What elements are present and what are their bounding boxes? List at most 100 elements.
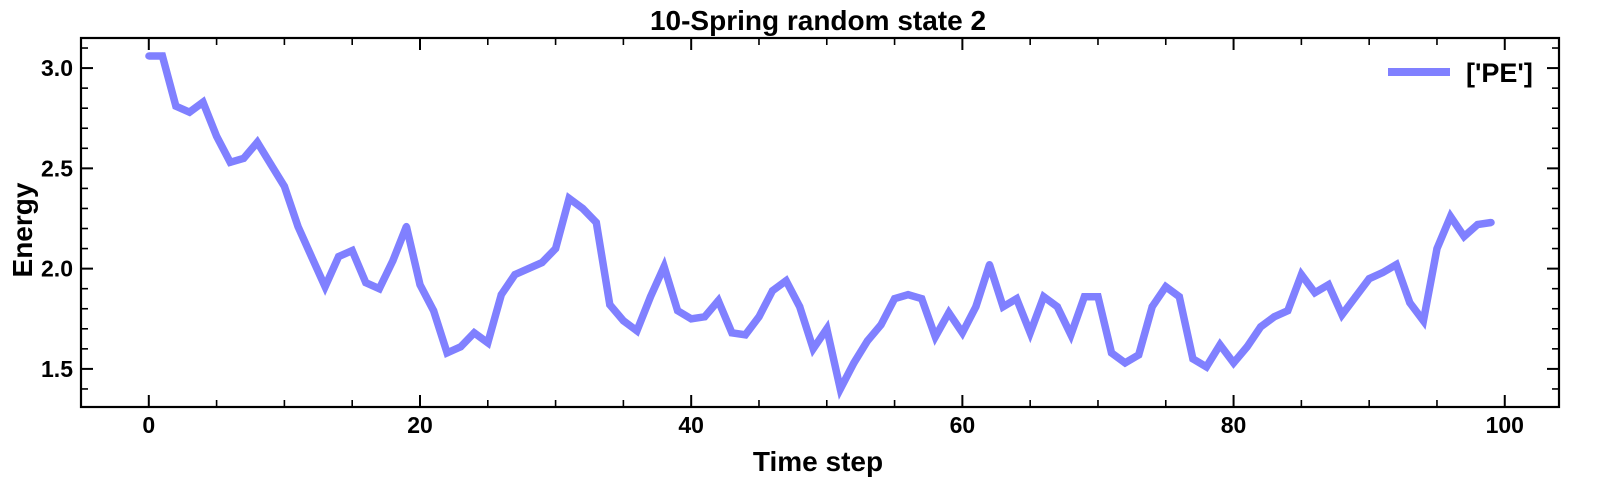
data-point [1487, 218, 1495, 227]
data-point [267, 160, 275, 168]
data-point [443, 349, 451, 357]
data-point [945, 309, 953, 317]
data-point [321, 283, 329, 291]
data-point [402, 222, 410, 231]
y-axis-label: Energy [7, 182, 38, 277]
data-point [633, 327, 641, 335]
data-point [877, 321, 885, 329]
data-point [1311, 289, 1319, 297]
data-point [958, 329, 967, 337]
data-point [701, 313, 709, 321]
data-point [741, 331, 750, 339]
data-point [457, 343, 465, 351]
data-point [850, 359, 858, 367]
data-point [1243, 343, 1251, 351]
data-point [1067, 331, 1075, 339]
x-axis-label: Time step [753, 446, 883, 477]
x-tick-label: 0 [142, 412, 155, 438]
data-point [1013, 295, 1021, 303]
x-tick-label: 20 [407, 412, 433, 438]
data-point [158, 52, 166, 60]
data-point [1270, 313, 1278, 321]
data-point [1121, 359, 1129, 367]
data-point [1189, 355, 1197, 363]
data-point [565, 194, 573, 202]
data-point [1419, 317, 1427, 325]
data-point [1460, 232, 1468, 241]
data-point [606, 301, 614, 309]
x-tick-label: 60 [950, 412, 976, 438]
data-point [280, 182, 288, 190]
data-point [823, 325, 831, 333]
x-tick-label: 100 [1486, 412, 1524, 438]
data-point [714, 297, 722, 305]
data-point [972, 303, 980, 311]
data-point [687, 315, 695, 323]
plot-area-frame [79, 36, 1561, 409]
data-point [470, 329, 478, 337]
data-point [497, 291, 505, 299]
data-point [1162, 283, 1170, 291]
legend-label-pe: ['PE'] [1466, 58, 1533, 88]
data-point [809, 345, 817, 353]
data-point [1365, 275, 1373, 283]
data-point [362, 279, 370, 287]
data-point [1202, 363, 1210, 371]
data-point [592, 218, 600, 227]
data-point [619, 317, 628, 325]
x-tick-label: 40 [678, 412, 704, 438]
data-point [226, 158, 234, 166]
data-point [253, 138, 261, 146]
data-point [985, 261, 994, 269]
data-point [348, 247, 356, 255]
data-point [145, 52, 153, 60]
data-point [1094, 293, 1102, 301]
y-tick-label: 1.5 [41, 356, 73, 382]
data-point [185, 108, 194, 116]
data-point [1284, 307, 1292, 315]
data-point [796, 303, 804, 311]
data-point [1107, 349, 1116, 357]
data-point [1216, 341, 1224, 349]
data-point [552, 245, 560, 253]
legend: ['PE'] [1388, 58, 1533, 88]
data-point [1352, 293, 1360, 301]
data-point [1080, 293, 1088, 301]
data-point [538, 259, 546, 267]
data-point [999, 303, 1007, 311]
data-point [646, 293, 655, 301]
data-point [1257, 323, 1265, 331]
data-point [891, 295, 899, 303]
data-point [430, 307, 438, 315]
data-point [172, 102, 180, 110]
data-point [307, 253, 316, 261]
data-point [1338, 311, 1346, 319]
data-point [524, 265, 533, 273]
data-point [728, 329, 736, 337]
data-point [768, 287, 777, 295]
data-point [1230, 359, 1238, 367]
data-point [931, 333, 939, 341]
y-tick-label: 2.0 [41, 256, 73, 282]
data-point [660, 263, 668, 271]
data-point [1379, 269, 1387, 277]
data-point [240, 154, 248, 162]
data-point [1392, 261, 1400, 269]
data-point [294, 222, 302, 231]
data-point [199, 98, 207, 106]
data-point [375, 285, 383, 293]
data-point [1324, 281, 1333, 289]
axis-ticks [81, 38, 1559, 407]
data-point [1148, 303, 1156, 311]
x-tick-label: 80 [1221, 412, 1247, 438]
data-point [1474, 220, 1482, 229]
y-tick-label: 3.0 [41, 55, 73, 81]
data-point [674, 307, 682, 315]
series-line-pe [148, 52, 1492, 400]
y-tick-labels: 1.5 2.0 2.5 3.0 [41, 55, 73, 382]
data-point [755, 313, 763, 321]
data-point [836, 385, 844, 393]
data-point [511, 271, 519, 279]
series-layer [145, 52, 1495, 400]
